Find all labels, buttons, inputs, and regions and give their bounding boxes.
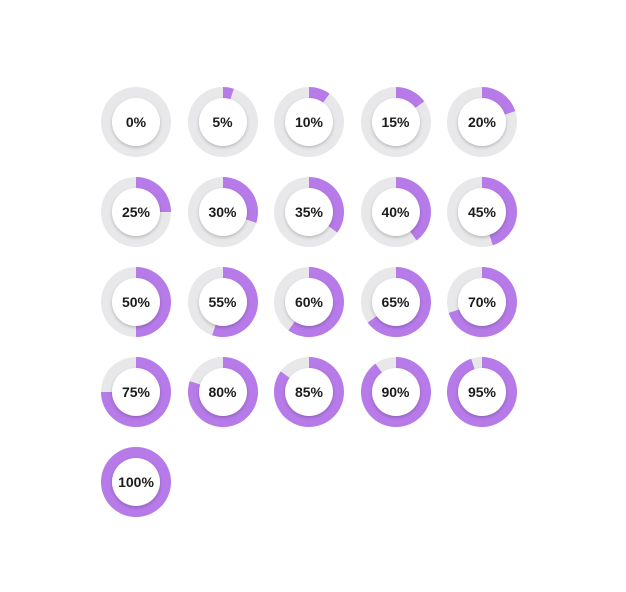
gauge-ring: [447, 87, 517, 157]
progress-gauge: 5%: [187, 86, 259, 158]
gauge-center: [112, 368, 160, 416]
gauge-center: [371, 278, 420, 326]
gauge-ring: [187, 357, 258, 427]
progress-gauge: 100%: [100, 446, 172, 518]
gauge-center: [112, 278, 160, 326]
gauge-ring: [274, 267, 344, 337]
gauge-center: [198, 188, 247, 236]
gauge-ring: [187, 177, 258, 247]
progress-gauge: 15%: [360, 86, 432, 158]
gauge-center: [458, 368, 506, 416]
gauge-center: [112, 458, 160, 506]
gauge-ring: [360, 267, 431, 337]
progress-gauge: 45%: [446, 176, 518, 248]
gauge-ring: [360, 177, 431, 247]
progress-gauge: 25%: [100, 176, 172, 248]
progress-gauge: 55%: [187, 266, 259, 338]
gauge-center: [198, 368, 247, 416]
gauge-center: [285, 278, 333, 326]
progress-gauge: 65%: [360, 266, 432, 338]
gauge-center: [112, 98, 160, 146]
gauge-center: [458, 278, 506, 326]
progress-gauge: 90%: [360, 356, 432, 428]
gauge-ring: [187, 267, 258, 337]
gauge-center: [458, 188, 506, 236]
gauge-ring: [447, 357, 517, 427]
gauge-ring: [447, 177, 517, 247]
progress-gauge: 85%: [273, 356, 345, 428]
gauge-ring: [101, 357, 171, 427]
progress-gauge: 40%: [360, 176, 432, 248]
gauge-ring: [101, 267, 171, 337]
gauge-center: [285, 188, 333, 236]
gauge-ring: [447, 267, 517, 337]
gauge-center: [112, 188, 160, 236]
gauge-center: [371, 98, 420, 146]
gauge-ring: [101, 177, 171, 247]
progress-gauge: 50%: [100, 266, 172, 338]
gauge-ring: [360, 357, 431, 427]
progress-gauge: 75%: [100, 356, 172, 428]
gauge-center: [285, 98, 333, 146]
gauge-center: [198, 98, 247, 146]
progress-gauge: 10%: [273, 86, 345, 158]
gauge-center: [371, 188, 420, 236]
gauge-ring: [101, 87, 171, 157]
gauge-ring: [101, 447, 171, 517]
gauge-center: [285, 368, 333, 416]
gauge-center: [371, 368, 420, 416]
gauge-ring: [274, 87, 344, 157]
progress-gauge: 30%: [187, 176, 259, 248]
progress-gauge: 70%: [446, 266, 518, 338]
progress-gauge: 60%: [273, 266, 345, 338]
progress-gauge: 0%: [100, 86, 172, 158]
gauge-ring: [360, 87, 431, 157]
gauge-center: [198, 278, 247, 326]
gauge-ring: [274, 357, 344, 427]
progress-gauge: 80%: [187, 356, 259, 428]
progress-gauge: 35%: [273, 176, 345, 248]
gauge-center: [458, 98, 506, 146]
progress-gauge: 20%: [446, 86, 518, 158]
gauge-ring: [187, 87, 258, 157]
gauge-ring: [274, 177, 344, 247]
progress-gauge: 95%: [446, 356, 518, 428]
